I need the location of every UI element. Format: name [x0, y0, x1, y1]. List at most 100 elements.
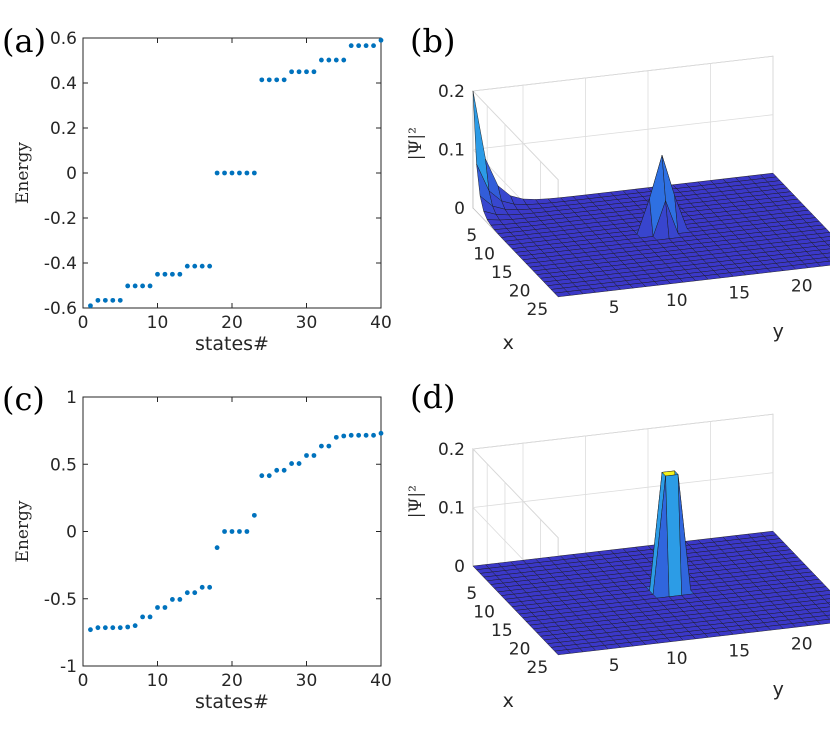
- y-tick-label: 20: [791, 276, 813, 296]
- data-point: [237, 529, 242, 534]
- z-tick-label: 0.1: [438, 141, 465, 161]
- data-point: [222, 529, 227, 534]
- data-point: [95, 297, 101, 303]
- data-point: [296, 69, 302, 75]
- data-point: [378, 37, 384, 43]
- panel-label-b: (b): [410, 22, 455, 60]
- data-point: [155, 605, 160, 610]
- x-tick-label: 0: [78, 313, 89, 333]
- y-tick-label: -0.4: [44, 254, 77, 274]
- z-axis-label: |Ψ|²: [406, 485, 426, 518]
- z-tick-label: 0: [454, 557, 465, 577]
- y-tick-label: 0: [66, 164, 77, 184]
- surface-patch: [823, 598, 830, 604]
- data-point: [266, 77, 272, 83]
- data-point: [326, 57, 332, 63]
- data-point: [170, 271, 175, 277]
- wall-grid-line: [472, 114, 774, 150]
- data-point: [371, 432, 376, 438]
- data-point: [296, 461, 302, 466]
- data-point: [319, 443, 324, 449]
- y-axis-label: Energy: [13, 142, 33, 204]
- y-tick-label: 0.5: [50, 455, 77, 475]
- data-point: [199, 584, 205, 590]
- data-point: [304, 69, 309, 75]
- x-axis-label: states#: [195, 333, 269, 355]
- y-tick-label: 5: [609, 656, 620, 676]
- data-point: [356, 43, 362, 49]
- surface-patch: [827, 244, 830, 248]
- data-point: [125, 624, 131, 630]
- y-tick-label: 15: [728, 642, 750, 662]
- data-point: [110, 625, 116, 631]
- surface-patch: [816, 618, 830, 625]
- surface-patch: [818, 606, 830, 613]
- data-point: [147, 614, 153, 620]
- data-point: [102, 297, 108, 303]
- y-tick-label: 0.4: [50, 74, 77, 94]
- y-tick-label: 20: [791, 634, 813, 654]
- data-point: [140, 283, 146, 289]
- x-tick-label: 15: [491, 263, 513, 283]
- wall-grid-line: [472, 90, 559, 181]
- data-point: [207, 584, 213, 590]
- y-tick-label: 10: [666, 649, 688, 669]
- x-tick-label: 20: [509, 639, 531, 659]
- data-point: [326, 443, 332, 449]
- x-tick-label: 30: [296, 313, 318, 333]
- wall-grid-line: [472, 413, 774, 450]
- data-point: [88, 303, 93, 309]
- data-point: [214, 545, 220, 551]
- y-tick-label: 0: [66, 523, 77, 543]
- surface-patch: [814, 244, 830, 251]
- wall-grid-line: [472, 55, 774, 92]
- data-point: [378, 430, 384, 436]
- panel-label-a: (a): [2, 22, 46, 60]
- energy-scatter-c: 0 10 20 30 40 -1 -0.5 0 0.5 1 states# Energy: [13, 388, 392, 713]
- y-axis-label: Energy: [13, 500, 33, 562]
- x-tick-label: 15: [491, 621, 513, 641]
- data-point: [363, 432, 369, 438]
- z-tick-label: 0.1: [438, 499, 465, 519]
- surface-patch: [822, 610, 830, 616]
- z-axis-label: |Ψ|²: [406, 127, 426, 160]
- data-point: [281, 77, 287, 83]
- data-point: [274, 467, 280, 473]
- data-point: [184, 590, 190, 596]
- data-point: [95, 625, 101, 631]
- data-point: [177, 271, 183, 277]
- panel-label-d: (d): [410, 378, 455, 416]
- y-tick-label: -0.5: [44, 590, 77, 610]
- surface-patch: [818, 248, 830, 255]
- data-point: [222, 170, 227, 176]
- surface-patch: [820, 594, 830, 600]
- x-tick-label: 10: [147, 313, 169, 333]
- data-point: [132, 283, 138, 289]
- y-axis-label: y: [773, 320, 784, 342]
- data-point: [192, 263, 198, 269]
- surface-patch: [816, 232, 830, 238]
- x-tick-label: 10: [147, 671, 169, 691]
- surface-patch: [825, 614, 830, 620]
- data-point: [117, 297, 123, 303]
- data-point: [147, 283, 153, 289]
- z-tick-label: 0.2: [438, 440, 465, 460]
- data-point: [117, 625, 123, 631]
- wall-grid-line: [472, 448, 559, 539]
- data-point: [289, 461, 294, 466]
- z-tick-label: 0: [454, 199, 465, 219]
- data-point: [319, 57, 324, 63]
- x-tick-label: 25: [527, 300, 549, 320]
- x-tick-label: 30: [296, 671, 318, 691]
- data-point: [356, 432, 362, 438]
- surface-patch: [825, 256, 830, 262]
- energy-scatter-a: 0 10 20 30 40 -0.6 -0.4 -0.2 0 0.2 0.4 0.6 states# En…: [13, 29, 392, 355]
- wavefunction-surface-d: 00.10.2510152025510152025xy|Ψ|²: [406, 413, 830, 712]
- surface-patch: [814, 602, 830, 609]
- data-point: [259, 77, 265, 83]
- wavefunction-surface-b: 00.10.2510152025510152025xy|Ψ|²: [406, 55, 830, 354]
- data-point: [348, 432, 354, 438]
- data-point: [214, 170, 220, 176]
- surface-patch: [816, 260, 830, 267]
- x-axis-label: states#: [195, 691, 269, 713]
